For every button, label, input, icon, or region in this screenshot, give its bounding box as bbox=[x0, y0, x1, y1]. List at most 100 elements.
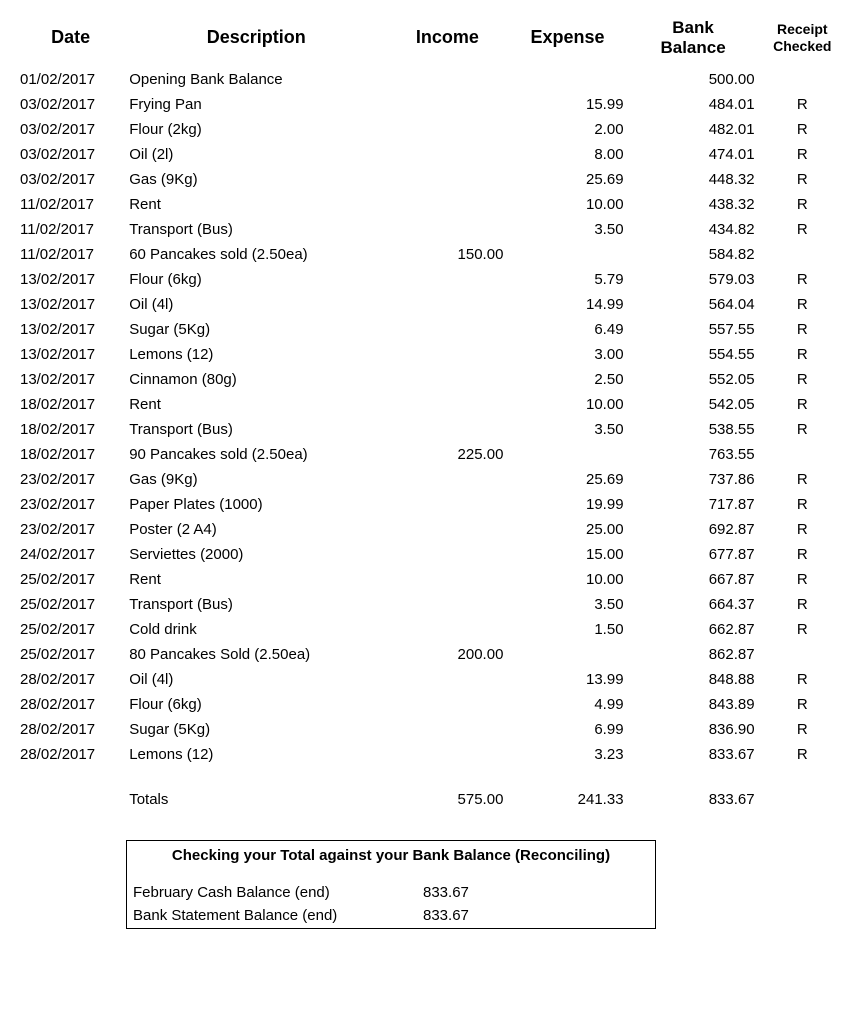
cell-expense: 25.69 bbox=[507, 467, 627, 492]
cell-balance: 552.05 bbox=[628, 367, 759, 392]
cell-receipt bbox=[759, 242, 846, 267]
cell-description: Sugar (5Kg) bbox=[125, 317, 387, 342]
cell-income: 200.00 bbox=[387, 642, 507, 667]
header-receipt: ReceiptChecked bbox=[759, 12, 846, 67]
cell-income bbox=[387, 542, 507, 567]
table-row: 23/02/2017Gas (9Kg)25.69737.86R bbox=[16, 467, 846, 492]
table-row: 25/02/201780 Pancakes Sold (2.50ea)200.0… bbox=[16, 642, 846, 667]
cell-expense: 10.00 bbox=[507, 192, 627, 217]
cell-description: Cinnamon (80g) bbox=[125, 367, 387, 392]
reconcile-box: Checking your Total against your Bank Ba… bbox=[126, 840, 656, 929]
cell-balance: 584.82 bbox=[628, 242, 759, 267]
cell-description: Poster (2 A4) bbox=[125, 517, 387, 542]
reconcile-title: Checking your Total against your Bank Ba… bbox=[127, 841, 655, 882]
cell-income bbox=[387, 492, 507, 517]
cell-expense: 3.50 bbox=[507, 592, 627, 617]
cell-description: Cold drink bbox=[125, 617, 387, 642]
totals-income: 575.00 bbox=[387, 767, 507, 812]
reconcile-value: 833.67 bbox=[423, 907, 503, 924]
table-row: 18/02/2017Rent10.00542.05R bbox=[16, 392, 846, 417]
header-income: Income bbox=[387, 12, 507, 67]
cell-date: 18/02/2017 bbox=[16, 392, 125, 417]
table-row: 28/02/2017Lemons (12)3.23833.67R bbox=[16, 742, 846, 767]
cell-expense: 3.00 bbox=[507, 342, 627, 367]
cell-balance: 557.55 bbox=[628, 317, 759, 342]
cell-expense: 14.99 bbox=[507, 292, 627, 317]
header-balance: BankBalance bbox=[628, 12, 759, 67]
reconcile-section: Checking your Total against your Bank Ba… bbox=[126, 840, 656, 929]
cell-expense: 13.99 bbox=[507, 667, 627, 692]
reconcile-row: February Cash Balance (end)833.67 bbox=[127, 882, 655, 905]
cell-expense bbox=[507, 442, 627, 467]
cell-balance: 448.32 bbox=[628, 167, 759, 192]
cell-date: 13/02/2017 bbox=[16, 317, 125, 342]
cell-balance: 843.89 bbox=[628, 692, 759, 717]
table-row: 01/02/2017Opening Bank Balance500.00 bbox=[16, 67, 846, 92]
table-row: 28/02/2017Oil (4l)13.99848.88R bbox=[16, 667, 846, 692]
cell-receipt: R bbox=[759, 317, 846, 342]
cell-expense bbox=[507, 67, 627, 92]
cell-date: 13/02/2017 bbox=[16, 342, 125, 367]
cell-income bbox=[387, 317, 507, 342]
cell-income bbox=[387, 192, 507, 217]
cell-date: 25/02/2017 bbox=[16, 592, 125, 617]
cell-date: 13/02/2017 bbox=[16, 367, 125, 392]
table-row: 13/02/2017Oil (4l)14.99564.04R bbox=[16, 292, 846, 317]
cell-description: Frying Pan bbox=[125, 92, 387, 117]
cell-income bbox=[387, 467, 507, 492]
cell-description: Gas (9Kg) bbox=[125, 467, 387, 492]
cell-balance: 833.67 bbox=[628, 742, 759, 767]
cell-income bbox=[387, 342, 507, 367]
cell-expense: 10.00 bbox=[507, 567, 627, 592]
cell-receipt: R bbox=[759, 267, 846, 292]
cell-receipt: R bbox=[759, 742, 846, 767]
cell-date: 23/02/2017 bbox=[16, 467, 125, 492]
cell-income bbox=[387, 142, 507, 167]
cell-receipt: R bbox=[759, 492, 846, 517]
cell-receipt: R bbox=[759, 292, 846, 317]
cell-description: Oil (4l) bbox=[125, 292, 387, 317]
table-row: 25/02/2017Transport (Bus)3.50664.37R bbox=[16, 592, 846, 617]
cell-description: Rent bbox=[125, 392, 387, 417]
cell-income bbox=[387, 392, 507, 417]
cell-balance: 434.82 bbox=[628, 217, 759, 242]
cell-description: Flour (6kg) bbox=[125, 692, 387, 717]
table-row: 28/02/2017Sugar (5Kg)6.99836.90R bbox=[16, 717, 846, 742]
cell-income bbox=[387, 742, 507, 767]
cell-date: 03/02/2017 bbox=[16, 117, 125, 142]
cell-description: 90 Pancakes sold (2.50ea) bbox=[125, 442, 387, 467]
cell-balance: 564.04 bbox=[628, 292, 759, 317]
totals-empty bbox=[759, 767, 846, 812]
cell-description: 80 Pancakes Sold (2.50ea) bbox=[125, 642, 387, 667]
cell-receipt: R bbox=[759, 717, 846, 742]
cell-balance: 662.87 bbox=[628, 617, 759, 642]
cell-receipt: R bbox=[759, 367, 846, 392]
cell-receipt: R bbox=[759, 142, 846, 167]
cell-date: 23/02/2017 bbox=[16, 492, 125, 517]
cell-date: 03/02/2017 bbox=[16, 167, 125, 192]
cell-date: 25/02/2017 bbox=[16, 617, 125, 642]
reconcile-label: February Cash Balance (end) bbox=[133, 884, 423, 901]
cell-date: 03/02/2017 bbox=[16, 142, 125, 167]
cell-balance: 717.87 bbox=[628, 492, 759, 517]
cell-description: Flour (6kg) bbox=[125, 267, 387, 292]
table-row: 03/02/2017Gas (9Kg)25.69448.32R bbox=[16, 167, 846, 192]
cell-date: 11/02/2017 bbox=[16, 242, 125, 267]
table-row: 11/02/201760 Pancakes sold (2.50ea)150.0… bbox=[16, 242, 846, 267]
table-row: 24/02/2017Serviettes (2000)15.00677.87R bbox=[16, 542, 846, 567]
cell-date: 03/02/2017 bbox=[16, 92, 125, 117]
table-row: 18/02/201790 Pancakes sold (2.50ea)225.0… bbox=[16, 442, 846, 467]
table-row: 13/02/2017Flour (6kg)5.79579.03R bbox=[16, 267, 846, 292]
totals-row: Totals575.00241.33833.67 bbox=[16, 767, 846, 812]
cell-receipt bbox=[759, 442, 846, 467]
cell-income bbox=[387, 567, 507, 592]
cell-income bbox=[387, 67, 507, 92]
cell-expense: 1.50 bbox=[507, 617, 627, 642]
cell-receipt bbox=[759, 67, 846, 92]
cell-expense: 6.49 bbox=[507, 317, 627, 342]
cell-receipt: R bbox=[759, 192, 846, 217]
cell-balance: 474.01 bbox=[628, 142, 759, 167]
cell-description: Serviettes (2000) bbox=[125, 542, 387, 567]
cell-expense: 4.99 bbox=[507, 692, 627, 717]
reconcile-label: Bank Statement Balance (end) bbox=[133, 907, 423, 924]
